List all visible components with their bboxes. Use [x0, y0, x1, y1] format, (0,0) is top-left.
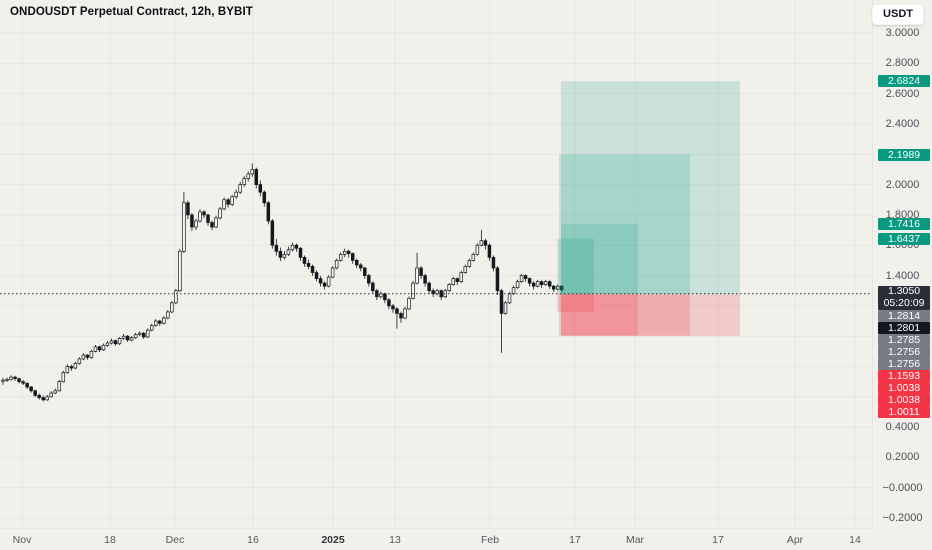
long-position-stop-zone[interactable]	[561, 293, 638, 336]
time-tick-label: 13	[389, 534, 401, 546]
long-position-profit-zone[interactable]	[557, 238, 594, 294]
price-badge-red: 1.1593	[878, 370, 930, 382]
time-tick-label: 2025	[321, 534, 345, 546]
time-tick-label: 17	[712, 534, 724, 546]
time-tick-label: 18	[104, 534, 116, 546]
last-price-countdown-badge: 1.3050 05:20:09	[878, 285, 930, 310]
price-badge-teal: 2.6824	[878, 75, 930, 87]
long-position-stop-zone[interactable]	[559, 294, 690, 336]
price-tick-label: 1.8000	[885, 208, 920, 221]
price-tick-label: 0.2000	[885, 451, 920, 464]
time-tick-label: Dec	[165, 534, 185, 546]
price-badge-black: 1.2801	[878, 322, 930, 334]
price-badge-gray: 1.2756	[878, 346, 930, 358]
price-axis[interactable]: 3.00002.80002.60002.40002.20002.00001.80…	[872, 0, 932, 528]
price-badge-red: 1.0038	[878, 394, 930, 406]
long-position-profit-zone[interactable]	[559, 154, 690, 295]
time-tick-label: 16	[247, 534, 259, 546]
time-tick-label: 14	[849, 534, 861, 546]
price-tick-label: 2.6000	[885, 87, 920, 100]
candles-layer	[1, 163, 564, 402]
chart-title: ONDOUSDT Perpetual Contract, 12h, BYBIT	[10, 6, 253, 18]
price-tick-label: 0.4000	[885, 421, 920, 434]
price-badge-gray: 1.2756	[878, 358, 930, 370]
currency-toggle-button[interactable]: USDT	[872, 4, 924, 25]
price-tick-label: 2.4000	[885, 117, 920, 130]
price-badge-teal: 2.1989	[878, 149, 930, 161]
long-position-stop-zone[interactable]	[561, 294, 740, 337]
time-tick-label: Feb	[480, 534, 500, 546]
price-tick-label: 2.0000	[885, 178, 920, 191]
price-badge-gray: 1.2785	[878, 334, 930, 346]
price-tick-label: −0.0000	[882, 481, 923, 494]
time-tick-label: 17	[569, 534, 581, 546]
long-position-profit-zone[interactable]	[561, 223, 638, 294]
price-tick-label: 1.4000	[885, 269, 920, 282]
long-position-stop-zone[interactable]	[557, 293, 594, 313]
time-tick-label: Mar	[625, 534, 645, 546]
price-tick-label: −0.2000	[882, 512, 923, 525]
price-badge-red: 1.0038	[878, 382, 930, 394]
chart-canvas[interactable]	[0, 0, 872, 528]
long-position-profit-zone[interactable]	[561, 81, 740, 295]
price-badge-gray: 1.2814	[878, 310, 930, 322]
price-badge-red: 1.0011	[878, 406, 930, 418]
time-tick-label: Nov	[12, 534, 32, 546]
price-badge-teal: 1.7416	[878, 218, 930, 230]
price-tick-label: 3.0000	[885, 27, 920, 39]
candlestick-chart[interactable]	[0, 0, 872, 528]
price-tick-label: 2.8000	[885, 57, 920, 70]
time-axis[interactable]: Nov 18 Dec 16 2025 13 Feb 17 Mar 17 Apr 14	[0, 528, 872, 550]
price-badge-teal: 1.6437	[878, 233, 930, 245]
time-tick-label: Apr	[786, 534, 804, 546]
